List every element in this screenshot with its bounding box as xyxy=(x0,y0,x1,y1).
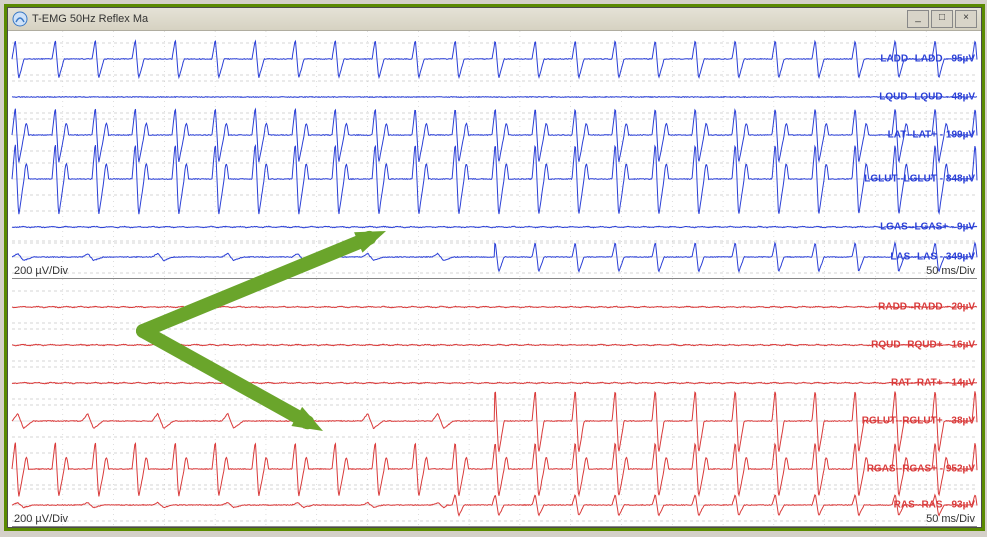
emg-plot-area: LADD--LADD - 95µVLQUD--LQUD - 48µVLAT--L… xyxy=(8,31,981,527)
close-button[interactable]: × xyxy=(955,10,977,28)
window-controls: _ □ × xyxy=(907,10,977,28)
screenshot-frame: T-EMG 50Hz Reflex Ma _ □ × LADD--LADD - … xyxy=(4,4,985,531)
app-icon xyxy=(12,11,28,27)
emg-svg-left xyxy=(8,31,981,279)
minimize-button[interactable]: _ xyxy=(907,10,929,28)
window-title: T-EMG 50Hz Reflex Ma xyxy=(32,13,907,25)
titlebar: T-EMG 50Hz Reflex Ma _ □ × xyxy=(8,8,981,31)
emg-panel-left: LADD--LADD - 95µVLQUD--LQUD - 48µVLAT--L… xyxy=(8,31,981,279)
maximize-button[interactable]: □ xyxy=(931,10,953,28)
emg-panel-right: RADD--RADD - 20µVRQUD--RQUD+ - 16µVRAT--… xyxy=(8,279,981,527)
application-window: T-EMG 50Hz Reflex Ma _ □ × LADD--LADD - … xyxy=(7,7,982,528)
emg-svg-right xyxy=(8,279,981,527)
